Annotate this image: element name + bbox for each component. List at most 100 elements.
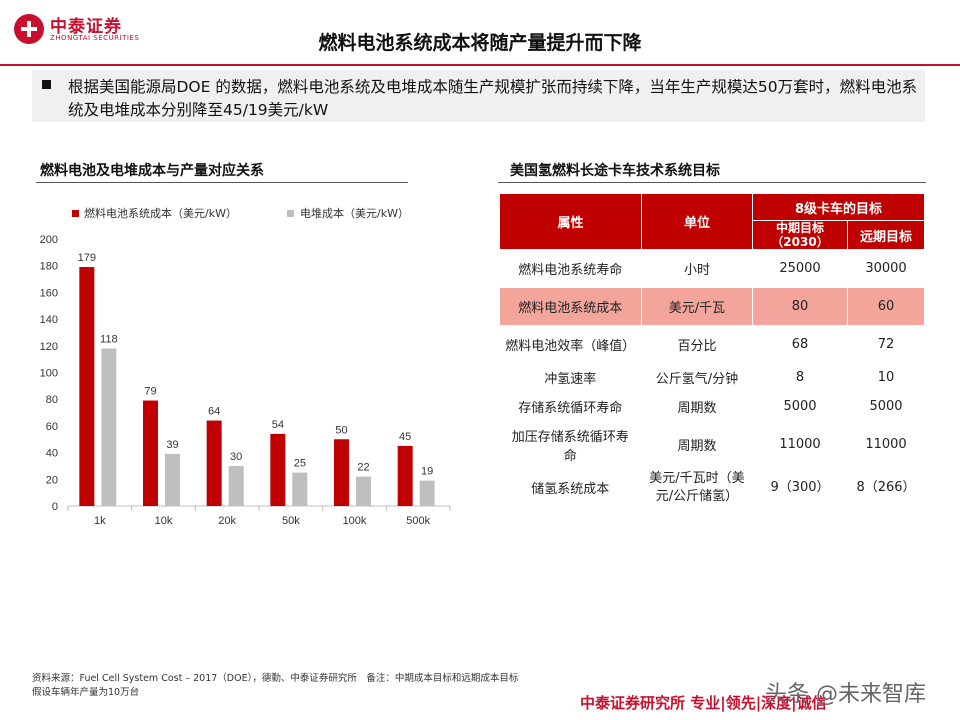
bar xyxy=(206,420,222,506)
page-title: 燃料电池系统成本将随产量提升而下降 xyxy=(318,32,642,54)
table-cell-long: 60 xyxy=(847,287,926,326)
table-row: 冲氢速率 公斤氢气/分钟 8 10 xyxy=(499,363,926,392)
data-label: 25 xyxy=(294,458,306,470)
table-cell-long: 11000 xyxy=(847,421,926,468)
table-row: 燃料电池效率（峰值） 百分比 68 72 xyxy=(499,325,926,364)
table-cell-attr: 存储系统循环寿命 xyxy=(499,391,642,422)
table-row: 存储系统循环寿命 周期数 5000 5000 xyxy=(499,391,926,422)
y-tick-label: 200 xyxy=(40,234,58,246)
y-tick-label: 60 xyxy=(46,421,58,433)
data-label: 30 xyxy=(230,451,242,463)
data-label: 45 xyxy=(399,431,411,443)
table-section-title: 美国氢燃料长途卡车技术系统目标 xyxy=(510,163,720,179)
y-tick-label: 140 xyxy=(40,314,58,326)
bar xyxy=(79,267,95,506)
y-tick-label: 20 xyxy=(46,474,58,486)
table-header-attr: 属性 xyxy=(499,193,642,250)
table-row-highlight: 燃料电池系统成本 美元/千瓦 80 60 xyxy=(499,287,926,326)
table-header-long: 远期目标 xyxy=(846,220,926,250)
data-label: 64 xyxy=(208,406,220,418)
x-tick-label: 10k xyxy=(155,515,173,527)
summary-text: 根据美国能源局DOE 的数据，燃料电池系统及电堆成本随生产规模扩张而持续下降，当… xyxy=(68,78,918,119)
bar xyxy=(334,439,349,506)
bar xyxy=(101,348,117,506)
y-tick-label: 80 xyxy=(46,394,58,406)
legend-swatch-stack xyxy=(287,210,294,217)
table-cell-mid: 11000 xyxy=(752,421,848,468)
data-label: 39 xyxy=(166,439,178,451)
data-label: 118 xyxy=(100,333,118,345)
x-tick-label: 50k xyxy=(282,515,300,527)
table-header-group: 8级卡车的目标 xyxy=(751,193,926,221)
table-cell-mid: 68 xyxy=(752,325,848,364)
x-tick-label: 20k xyxy=(218,515,236,527)
data-label: 54 xyxy=(272,419,284,431)
table-cell-unit: 百分比 xyxy=(641,325,753,364)
section-divider xyxy=(36,182,408,183)
footer-org: 中泰证券研究所 专业|领先|深度|诚信 xyxy=(580,694,827,712)
legend-label-stack: 电堆成本（美元/kW） xyxy=(300,207,409,220)
summary-box xyxy=(32,70,925,122)
table-header-mid: 中期目标（2030） xyxy=(752,220,848,250)
table-cell-mid: 9（300） xyxy=(752,467,848,508)
table-cell-attr: 燃料电池系统成本 xyxy=(499,287,642,326)
chart-section-title: 燃料电池及电堆成本与产量对应关系 xyxy=(40,163,264,179)
brand-name-en: ZHONGTAI SECURITIES xyxy=(50,34,140,42)
data-label: 79 xyxy=(144,386,156,398)
x-tick-label: 100k xyxy=(343,515,367,527)
table-header-unit: 单位 xyxy=(641,193,753,250)
legend-swatch-system xyxy=(72,210,79,217)
table-cell-mid: 8 xyxy=(752,363,848,392)
y-tick-label: 120 xyxy=(40,341,58,353)
table-cell-mid: 5000 xyxy=(752,391,848,422)
table-cell-unit: 小时 xyxy=(641,249,753,288)
targets-table: 属性 单位 8级卡车的目标 中期目标（2030） 远期目标 燃料电池系统寿命 小… xyxy=(499,193,926,508)
data-label: 179 xyxy=(78,252,96,264)
table-cell-long: 8（266） xyxy=(847,467,926,508)
table-cell-attr: 冲氢速率 xyxy=(499,363,642,392)
table-cell-unit: 周期数 xyxy=(641,391,753,422)
table-cell-long: 10 xyxy=(847,363,926,392)
footer-source: 资料来源：Fuel Cell System Cost – 2017（DOE），德… xyxy=(32,672,592,700)
footer-source-line1: 资料来源：Fuel Cell System Cost – 2017（DOE），德… xyxy=(32,673,519,684)
table-cell-attr: 储氢系统成本 xyxy=(499,467,642,508)
data-label: 50 xyxy=(335,424,347,436)
table-cell-mid: 80 xyxy=(752,287,848,326)
watermark: 头条 @未来智库 xyxy=(765,682,926,707)
data-label: 19 xyxy=(421,466,433,478)
table-cell-attr: 加压存储系统循环寿命 xyxy=(499,421,642,468)
legend-label-system: 燃料电池系统成本（美元/kW） xyxy=(84,207,237,220)
table-row: 加压存储系统循环寿命 周期数 11000 11000 xyxy=(499,421,926,468)
bar xyxy=(356,476,371,506)
table-cell-mid: 25000 xyxy=(752,249,848,288)
section-divider xyxy=(498,182,926,183)
table-cell-attr: 燃料电池系统寿命 xyxy=(499,249,642,288)
bar xyxy=(228,465,244,506)
y-tick-label: 40 xyxy=(46,448,58,460)
footer-source-line2: 假设车辆年产量为10万台 xyxy=(32,687,140,698)
bar xyxy=(270,433,286,506)
y-tick-label: 180 xyxy=(40,261,58,273)
bar xyxy=(165,453,180,506)
y-tick-label: 100 xyxy=(40,368,58,380)
table-cell-attr: 燃料电池效率（峰值） xyxy=(499,325,642,364)
data-label: 22 xyxy=(357,462,369,474)
bar xyxy=(143,400,158,506)
x-tick-label: 500k xyxy=(406,515,430,527)
brand-name: 中泰证券 xyxy=(50,17,122,37)
y-tick-label: 0 xyxy=(52,501,58,513)
x-tick-label: 1k xyxy=(94,515,106,527)
logo-icon xyxy=(14,14,44,44)
table-cell-unit: 周期数 xyxy=(641,421,753,468)
bar xyxy=(397,445,413,506)
y-tick-label: 160 xyxy=(40,287,58,299)
table-cell-long: 72 xyxy=(847,325,926,364)
table-row: 燃料电池系统寿命 小时 25000 30000 xyxy=(499,249,926,288)
table-cell-long: 5000 xyxy=(847,391,926,422)
table-cell-long: 30000 xyxy=(847,249,926,288)
table-cell-unit: 美元/千瓦 xyxy=(641,287,753,326)
bullet-icon xyxy=(42,80,51,89)
bar xyxy=(419,480,435,506)
header-divider xyxy=(0,64,960,66)
